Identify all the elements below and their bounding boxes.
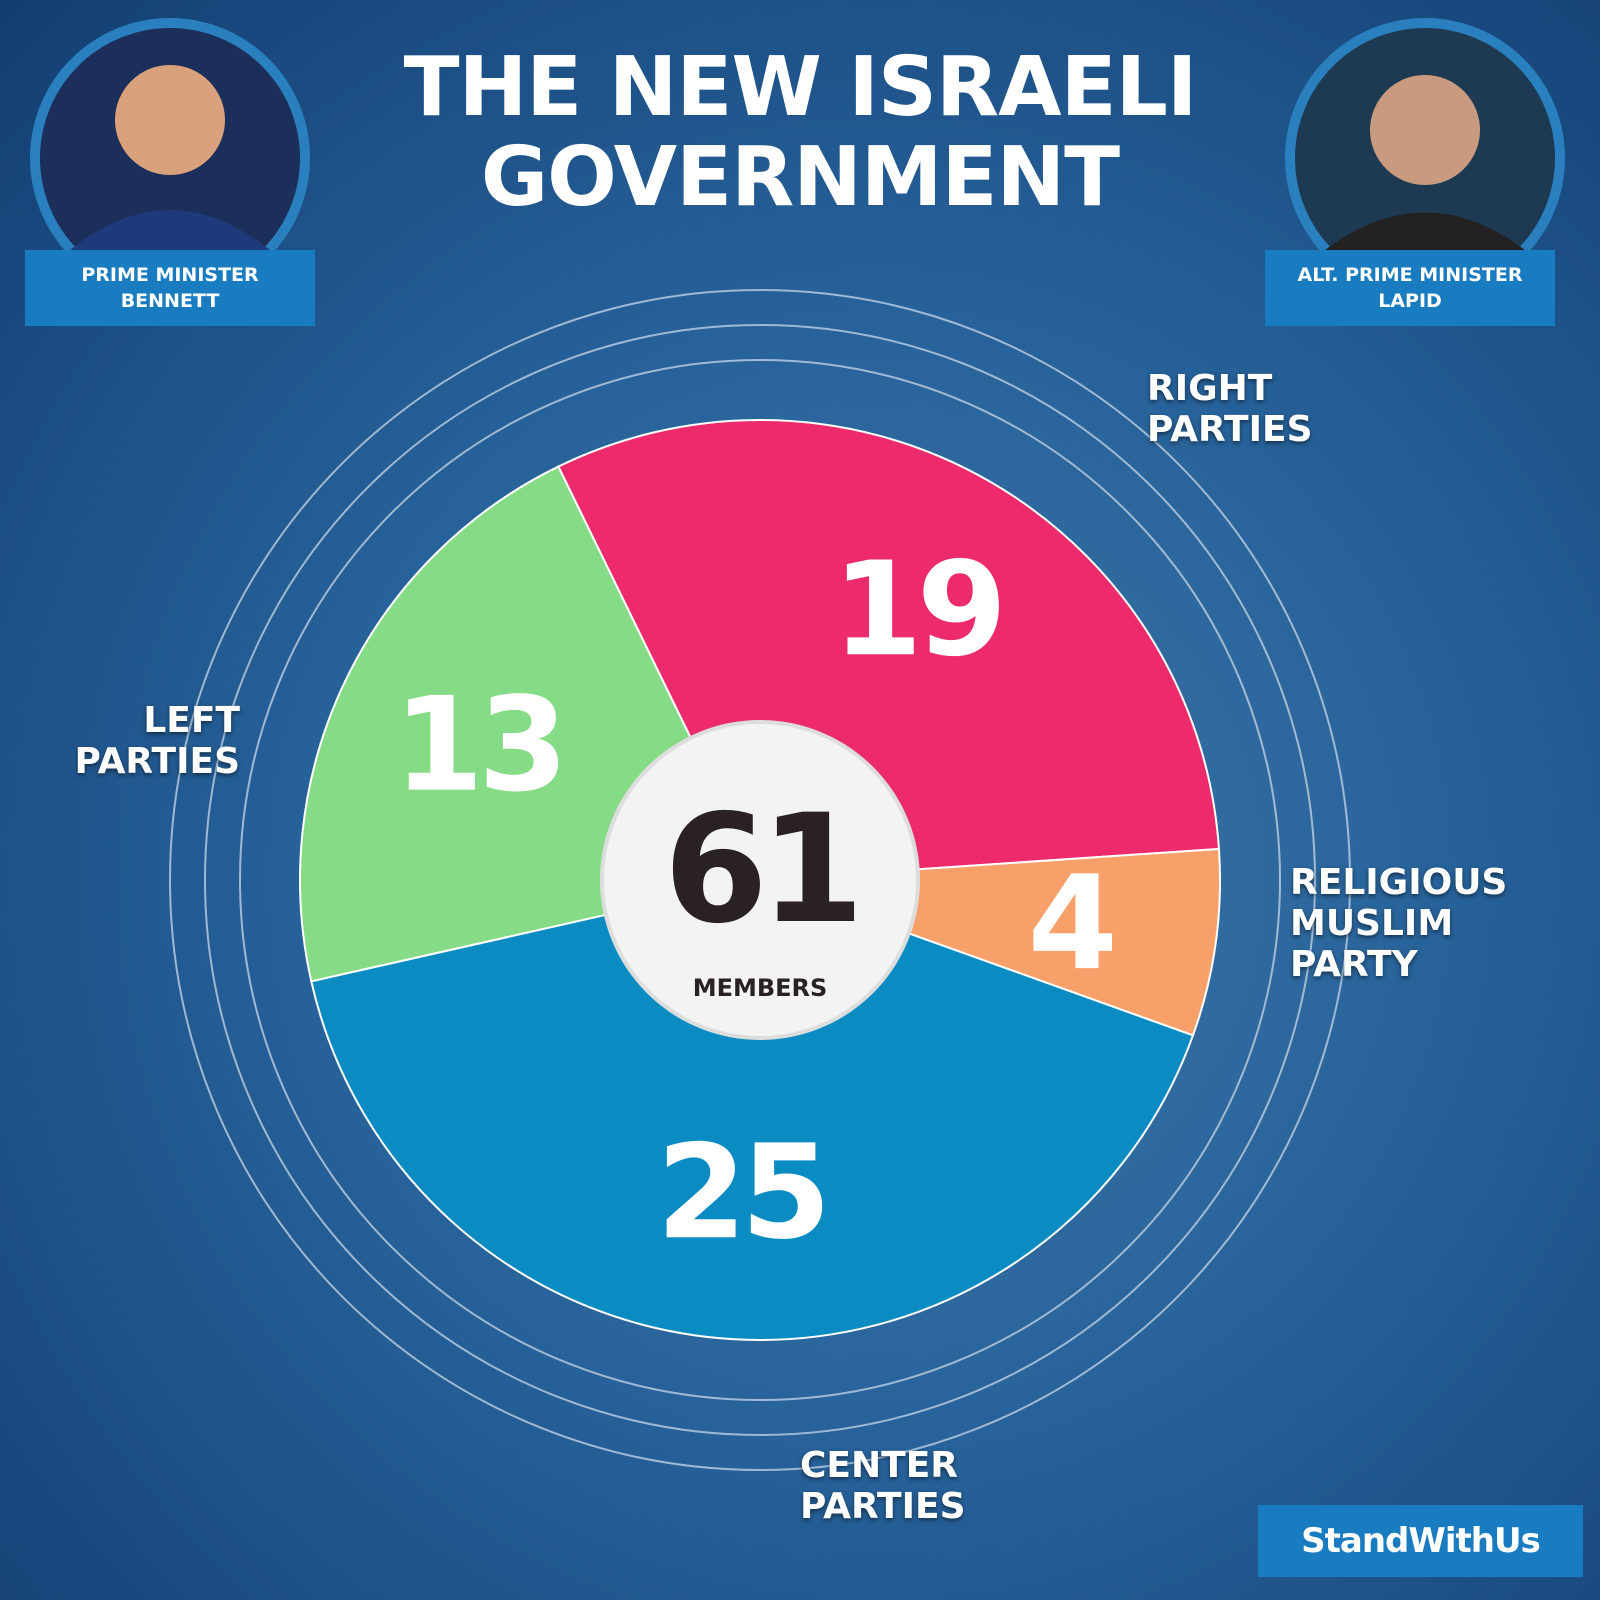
value-label: 19 — [832, 533, 1001, 685]
portrait-suit — [1325, 212, 1525, 250]
role: PRIME MINISTER — [81, 264, 259, 286]
value-label: 13 — [394, 669, 563, 821]
role: ALT. PRIME MINISTER — [1297, 264, 1523, 286]
title: GOVERNMENT — [480, 130, 1120, 225]
center-value: 61 — [664, 783, 857, 957]
center-disc — [600, 720, 920, 1040]
value-label: 4 — [1028, 847, 1113, 999]
category-label: LEFT PARTIES — [74, 700, 240, 782]
portrait-suit — [70, 210, 270, 250]
caption: ALT. PRIME MINISTER LAPID — [1265, 250, 1555, 326]
brand: StandWithUs — [1258, 1505, 1583, 1577]
decor-rings — [169, 289, 1351, 1471]
pie-slice — [310, 878, 1195, 1341]
title: THE NEW ISRAELI — [403, 40, 1198, 135]
caption: PRIME MINISTER BENNETT — [25, 250, 315, 326]
category-label: RELIGIOUS MUSLIM PARTY — [1290, 862, 1508, 985]
name: LAPID — [1378, 290, 1442, 312]
portrait-face — [115, 65, 225, 175]
category-label: CENTER PARTIES — [800, 1445, 966, 1527]
value-label: 25 — [656, 1116, 825, 1268]
center-label: MEMBERS — [693, 974, 828, 1002]
name: BENNETT — [120, 290, 220, 312]
portrait-face — [1370, 75, 1480, 185]
category-label: RIGHT PARTIES — [1147, 368, 1313, 450]
